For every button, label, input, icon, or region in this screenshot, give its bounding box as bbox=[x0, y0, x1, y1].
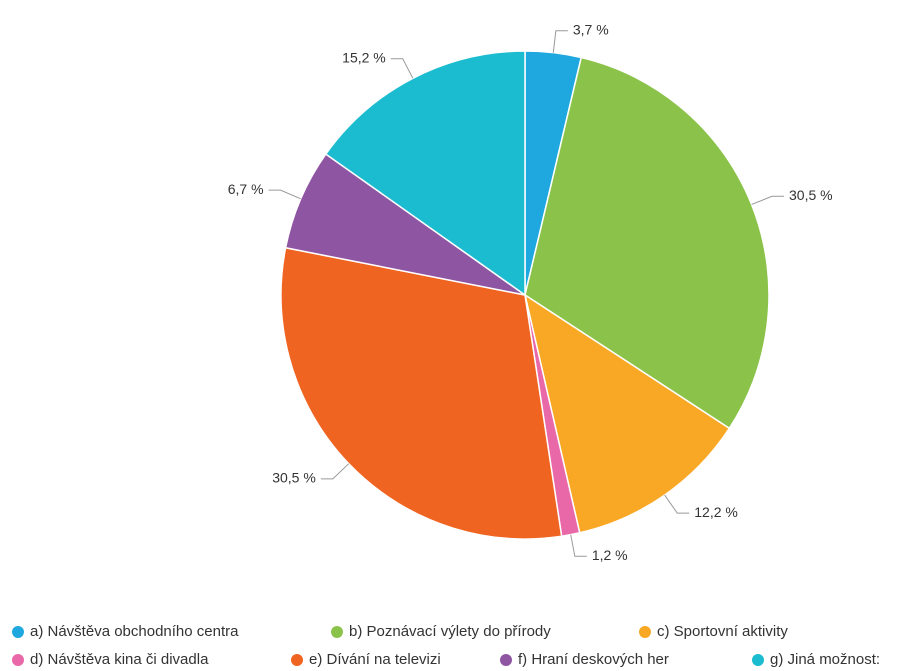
legend-marker bbox=[500, 654, 512, 666]
pie-slice bbox=[524, 56, 770, 430]
legend-label: f) Hraní deskových her bbox=[518, 651, 669, 668]
data-label: 30,5 % bbox=[789, 187, 833, 203]
legend-label: c) Sportovní aktivity bbox=[657, 623, 788, 640]
legend-marker bbox=[639, 626, 651, 638]
label-connector bbox=[268, 189, 301, 200]
pie bbox=[280, 50, 770, 540]
label-connector bbox=[552, 30, 568, 53]
legend-marker bbox=[331, 626, 343, 638]
legend-label: g) Jiná možnost: bbox=[770, 651, 880, 668]
legend-label: e) Dívání na televizi bbox=[309, 651, 441, 668]
label-connector bbox=[320, 463, 350, 480]
data-label: 6,7 % bbox=[228, 181, 264, 197]
data-label: 12,2 % bbox=[694, 504, 738, 520]
legend-label: a) Návštěva obchodního centra bbox=[30, 623, 239, 640]
legend-marker bbox=[291, 654, 303, 666]
legend-marker bbox=[12, 654, 24, 666]
label-connector bbox=[570, 534, 587, 557]
legend-marker bbox=[12, 626, 24, 638]
data-labels: 3,7 % 30,5 % 12,2 % 1,2 % 30,5 % 6,7 % 15,2 % bbox=[228, 21, 833, 562]
legend-label: b) Poznávací výlety do přírody bbox=[349, 623, 551, 640]
data-label: 15,2 % bbox=[342, 49, 386, 65]
data-label: 1,2 % bbox=[592, 547, 628, 563]
pie-slice bbox=[280, 246, 563, 540]
label-connector bbox=[390, 58, 414, 79]
data-label: 30,5 % bbox=[272, 470, 316, 486]
label-connector bbox=[751, 195, 785, 205]
legend-marker bbox=[752, 654, 764, 666]
legend-label: d) Návštěva kina či divadla bbox=[30, 651, 209, 668]
pie-slice bbox=[523, 293, 731, 534]
legend: a) Návštěva obchodního centra b) Poznávac… bbox=[12, 623, 880, 668]
label-connector bbox=[664, 494, 690, 514]
data-label: 3,7 % bbox=[573, 21, 609, 37]
